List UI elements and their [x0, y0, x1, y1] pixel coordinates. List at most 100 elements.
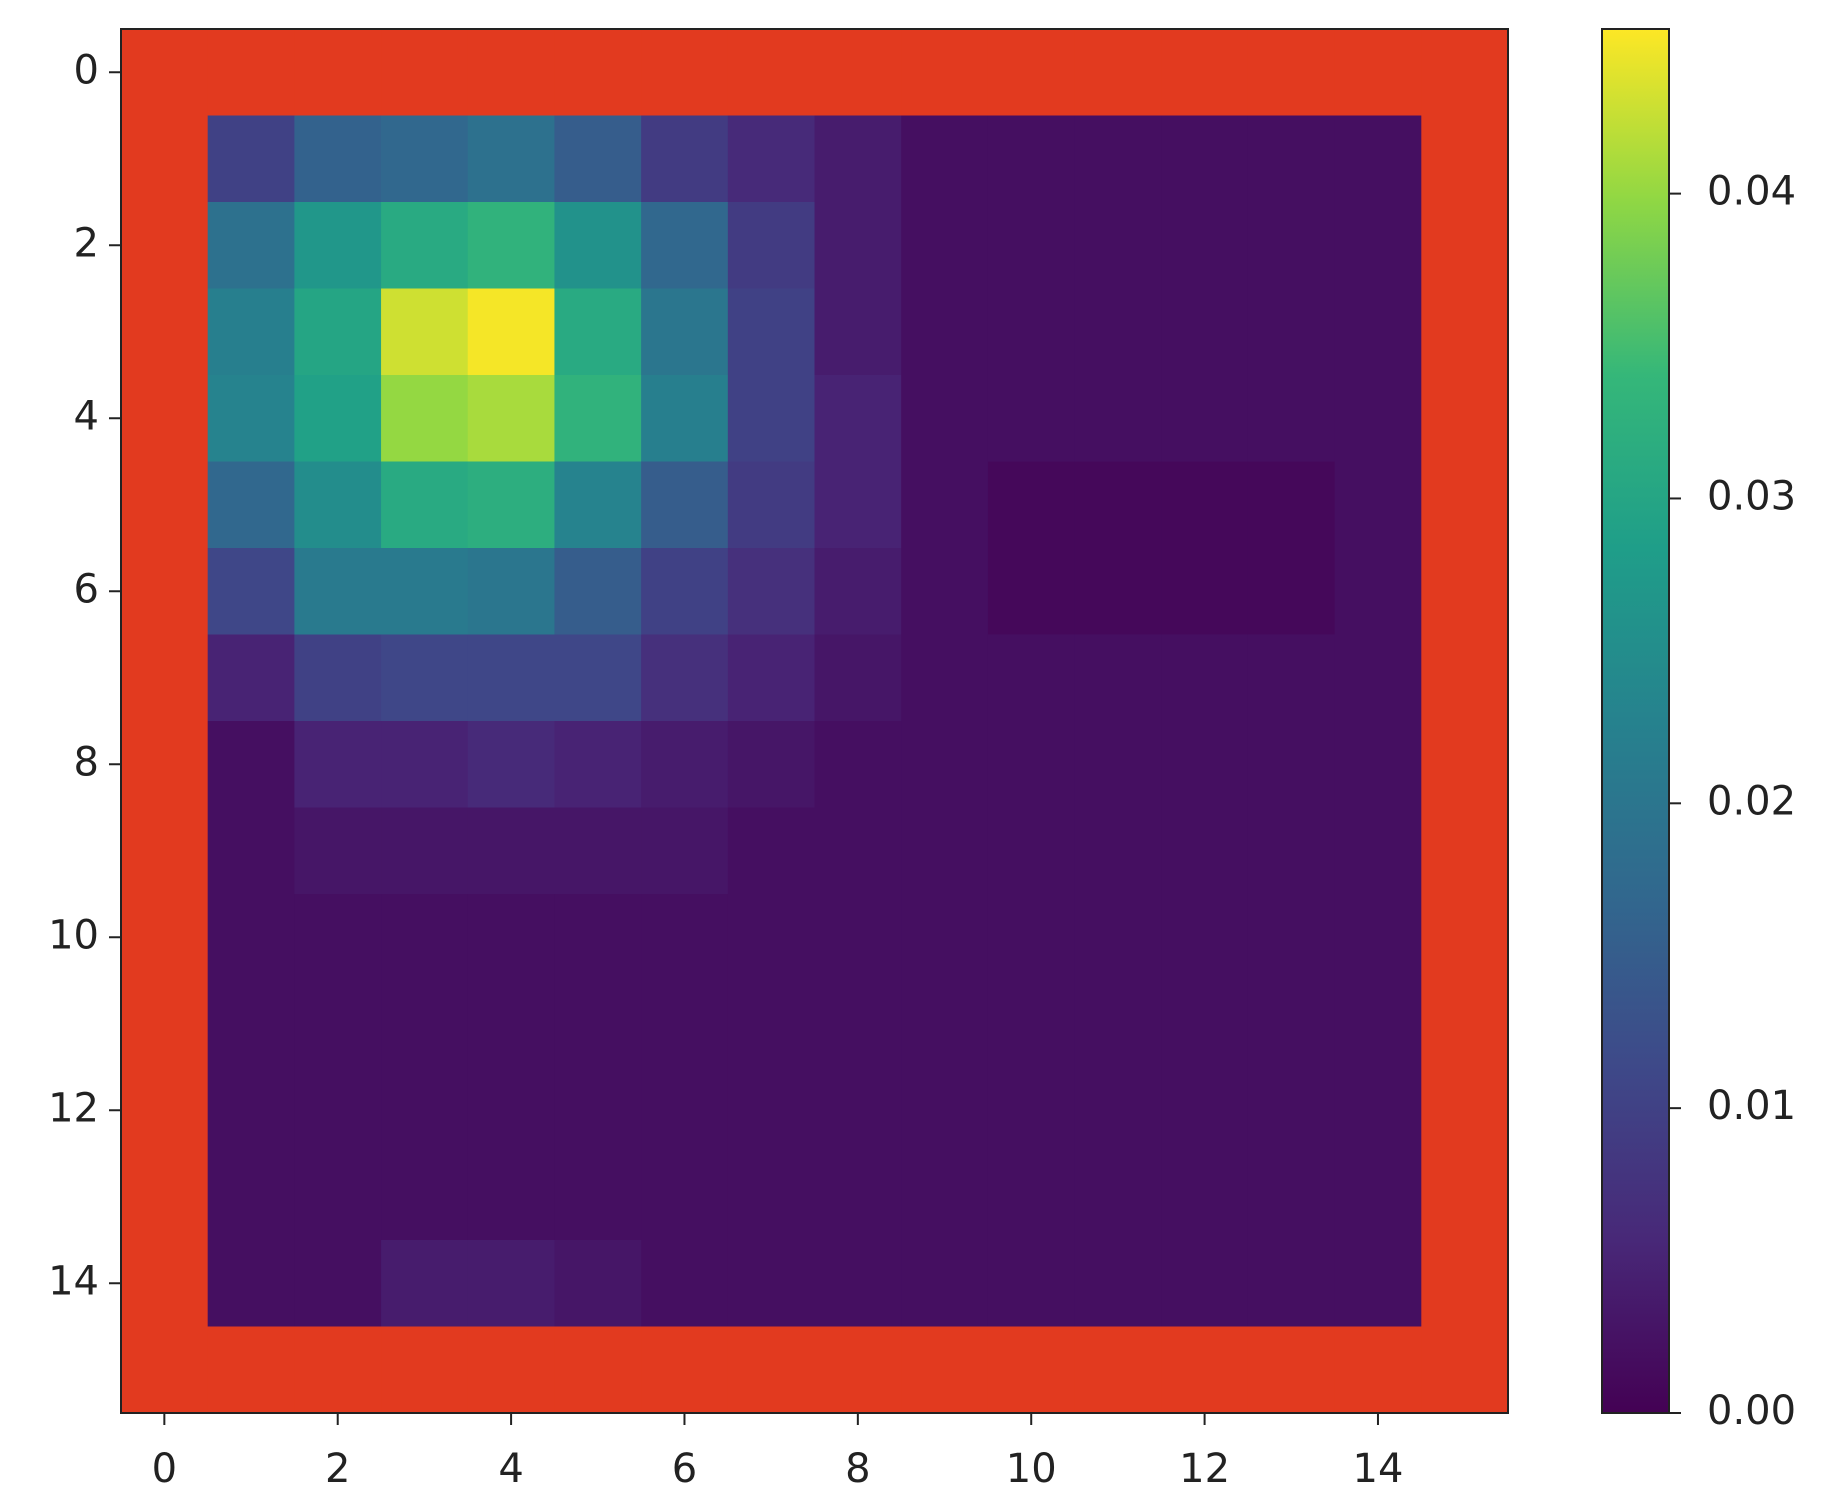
- heatmap-cell: [121, 894, 209, 981]
- heatmap-cell: [1247, 1326, 1336, 1414]
- heatmap-cell: [1421, 202, 1509, 289]
- heatmap-cell: [381, 202, 469, 289]
- heatmap-cell: [294, 288, 382, 376]
- heatmap-cell: [554, 375, 642, 462]
- heatmap-cell: [641, 288, 729, 376]
- heatmap-cell: [641, 1326, 729, 1414]
- heatmap-cell: [381, 375, 469, 462]
- heatmap-cell: [1334, 202, 1422, 289]
- heatmap-cell: [987, 807, 1076, 895]
- heatmap-cell: [641, 461, 729, 549]
- heatmap-cell: [987, 1153, 1076, 1241]
- heatmap-cell: [1334, 807, 1422, 895]
- heatmap-cell: [121, 721, 209, 808]
- heatmap-cell: [901, 1067, 989, 1154]
- heatmap-cell: [294, 548, 382, 635]
- heatmap-cell: [1421, 894, 1509, 981]
- heatmap-cell: [554, 1153, 642, 1241]
- heatmap-cell: [467, 980, 555, 1068]
- heatmap-cell: [1247, 288, 1336, 376]
- heatmap-cell: [1334, 29, 1422, 116]
- heatmap-cell: [641, 1067, 729, 1154]
- heatmap-cell: [381, 115, 469, 203]
- heatmap-cell: [1421, 1067, 1509, 1154]
- heatmap-cell: [901, 1326, 989, 1414]
- heatmap-cell: [727, 375, 815, 462]
- heatmap-cell: [1334, 1326, 1422, 1414]
- heatmap-cell: [1247, 548, 1336, 635]
- heatmap-cell: [1421, 461, 1509, 549]
- heatmap-cell: [727, 980, 815, 1068]
- heatmap-cell: [987, 980, 1076, 1068]
- heatmap-cell: [467, 1240, 555, 1327]
- heatmap-cell: [1161, 1067, 1249, 1154]
- heatmap-cell: [727, 115, 815, 203]
- heatmap-cell: [1247, 634, 1336, 722]
- heatmap-cell: [207, 29, 295, 116]
- heatmap-cell: [121, 1326, 209, 1414]
- heatmap-cell: [294, 202, 382, 289]
- heatmap-cell: [294, 634, 382, 722]
- heatmap-cell: [1074, 288, 1162, 376]
- heatmap-cell: [381, 29, 469, 116]
- heatmap-cell: [901, 375, 989, 462]
- heatmap-cell: [901, 1240, 989, 1327]
- heatmap-cell: [294, 115, 382, 203]
- heatmap-cell: [121, 29, 209, 116]
- x-tick-label: 12: [1179, 1446, 1230, 1492]
- heatmap-cell: [987, 1240, 1076, 1327]
- heatmap-cell: [1334, 634, 1422, 722]
- heatmap-cell: [987, 1326, 1076, 1414]
- heatmap-cell: [554, 894, 642, 981]
- heatmap-cell: [987, 29, 1076, 116]
- heatmap-cell: [294, 894, 382, 981]
- heatmap-cell: [381, 1326, 469, 1414]
- heatmap-cell: [121, 115, 209, 203]
- heatmap-cell: [1247, 980, 1336, 1068]
- heatmap-cell: [814, 548, 902, 635]
- heatmap-cell: [987, 288, 1076, 376]
- heatmap-cell: [1247, 807, 1336, 895]
- heatmap-cell: [554, 807, 642, 895]
- heatmap-cell: [987, 721, 1076, 808]
- heatmap-cell: [727, 29, 815, 116]
- heatmap-cell: [467, 807, 555, 895]
- heatmap-cell: [207, 1153, 295, 1241]
- heatmap-cell: [467, 894, 555, 981]
- heatmap-cell: [207, 894, 295, 981]
- heatmap-cell: [554, 29, 642, 116]
- heatmap-cell: [1074, 721, 1162, 808]
- heatmap-cell: [467, 115, 555, 203]
- heatmap-cell: [381, 894, 469, 981]
- heatmap-cell: [1421, 1240, 1509, 1327]
- heatmap-cell: [814, 115, 902, 203]
- heatmap-cell: [1074, 980, 1162, 1068]
- heatmap-cell: [901, 288, 989, 376]
- colorbar-tick-label: 0.01: [1707, 1083, 1796, 1129]
- heatmap-cell: [1161, 894, 1249, 981]
- heatmap-cell: [1421, 29, 1509, 116]
- heatmap-cell: [641, 548, 729, 635]
- heatmap-cell: [814, 288, 902, 376]
- heatmap-cell: [467, 375, 555, 462]
- heatmap-cell: [467, 288, 555, 376]
- heatmap-cell: [294, 807, 382, 895]
- heatmap-cell: [641, 202, 729, 289]
- heatmap-cell: [727, 807, 815, 895]
- heatmap-cell: [901, 461, 989, 549]
- heatmap-cell: [554, 461, 642, 549]
- heatmap-cell: [814, 1326, 902, 1414]
- plot-frame: [120, 28, 1509, 1414]
- heatmap-cell: [1161, 980, 1249, 1068]
- heatmap-cell: [207, 980, 295, 1068]
- heatmap-cell: [1334, 980, 1422, 1068]
- heatmap-cell: [207, 202, 295, 289]
- heatmap-cell: [207, 807, 295, 895]
- heatmap-cell: [727, 1326, 815, 1414]
- heatmap-cell: [294, 1067, 382, 1154]
- heatmap-cell: [814, 894, 902, 981]
- heatmap-cell: [641, 807, 729, 895]
- heatmap-cell: [1074, 29, 1162, 116]
- heatmap-cell: [1247, 461, 1336, 549]
- heatmap-cell: [1334, 288, 1422, 376]
